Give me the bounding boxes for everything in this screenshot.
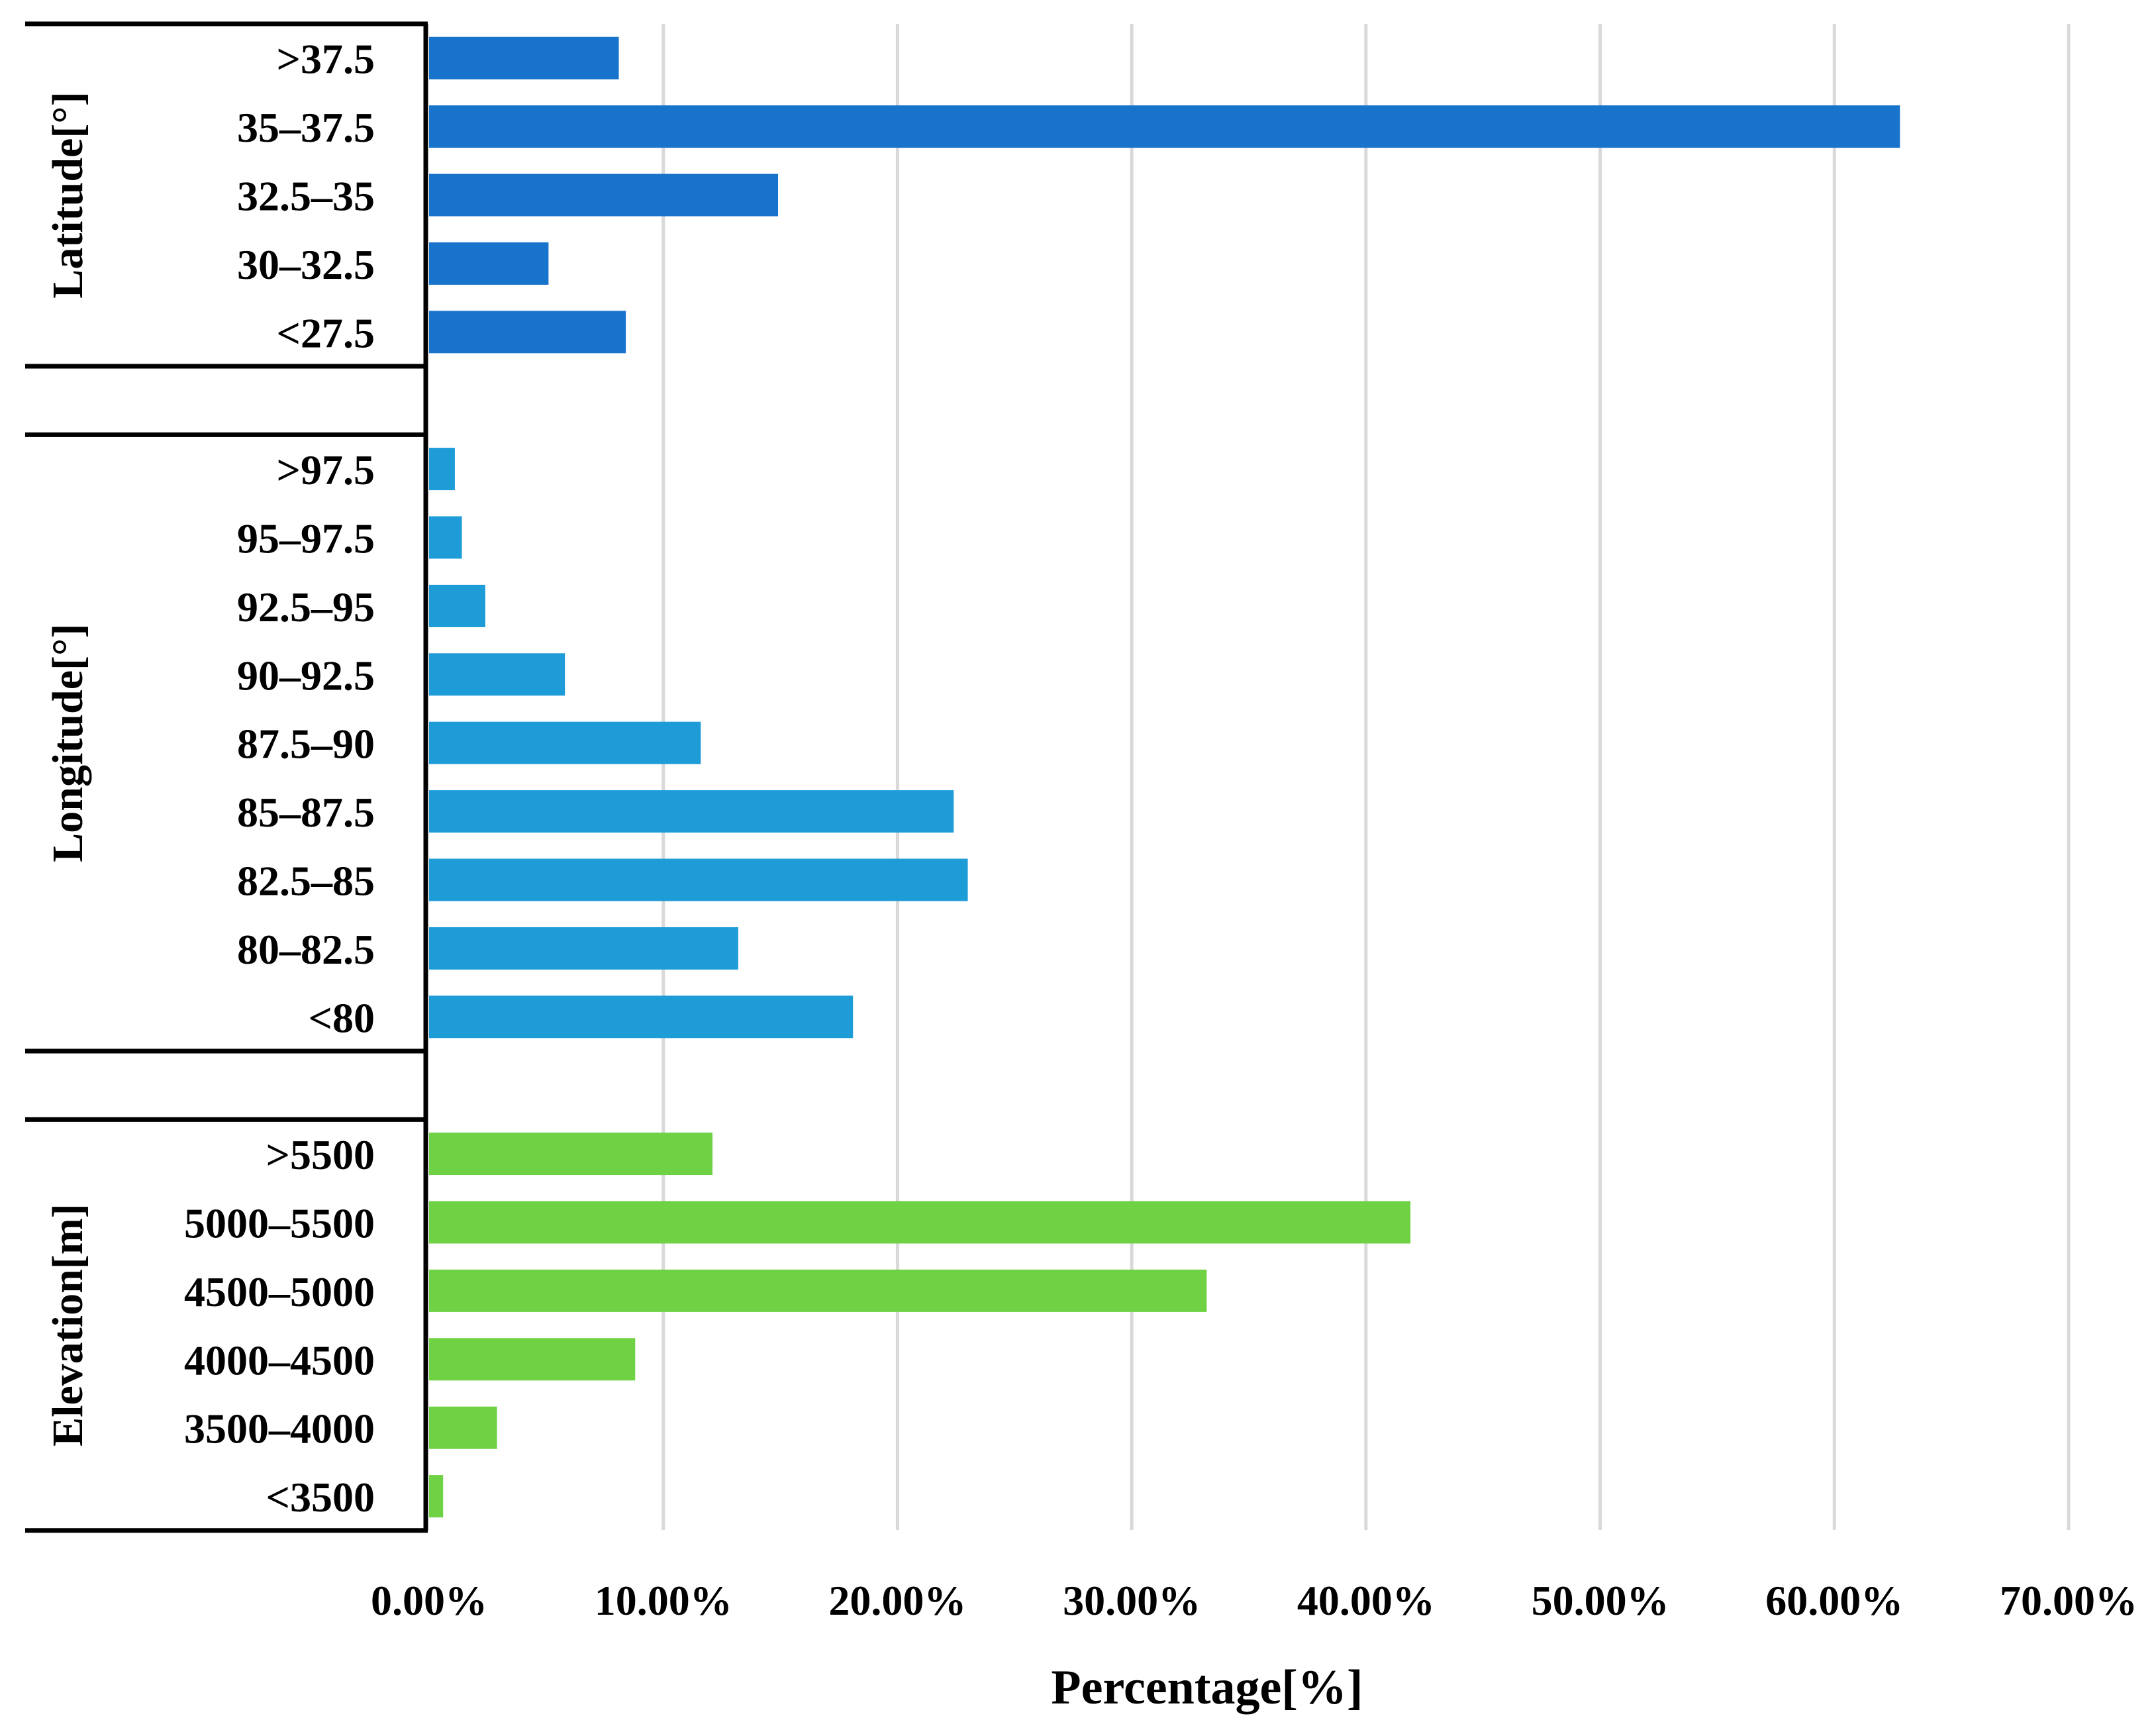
x-tick-label: 0.00% [371,1577,487,1624]
category-label: 4000–4500 [184,1337,375,1384]
bar [429,1133,712,1176]
category-label: 92.5–95 [237,584,375,631]
bar [429,1338,636,1381]
group-label: Latitude[°] [44,91,92,298]
x-tick-label: 40.00% [1297,1577,1435,1624]
x-tick-label: 60.00% [1765,1577,1903,1624]
bar [429,516,462,559]
category-label: 35–37.5 [237,104,375,151]
category-label: <3500 [266,1474,375,1521]
category-label: >97.5 [277,446,375,493]
x-tick-label: 30.00% [1063,1577,1200,1624]
bar [429,1269,1207,1312]
category-frame [25,21,428,1533]
group-labels: Latitude[°] Longitude[°] Elevation[m] [44,91,92,1447]
bar [429,995,854,1039]
category-label: 82.5–85 [237,858,375,905]
category-label: 5000–5500 [184,1200,375,1247]
bar [429,1406,497,1449]
x-tick-label: 70.00% [2000,1577,2137,1624]
gridlines [662,24,2071,1530]
x-axis-title: Percentage[%] [1051,1660,1363,1715]
bar [429,311,626,354]
bar [429,858,968,901]
bar [429,242,549,285]
bar [429,653,565,696]
x-tick-label: 20.00% [828,1577,966,1624]
x-tick-label: 10.00% [595,1577,732,1624]
bar [429,721,701,764]
category-label: 32.5–35 [237,173,375,220]
bar [429,174,779,217]
x-tick-labels: 0.00% 10.00% 20.00% 30.00% 40.00% 50.00% 60.00… [371,1577,2137,1624]
bar [429,790,954,833]
category-label: 90–92.5 [237,652,375,699]
bar [429,927,738,970]
bar [429,1201,1411,1244]
category-label: <27.5 [277,309,375,356]
category-label: 4500–5000 [184,1268,375,1315]
bar [429,448,455,491]
category-labels: >37.5 35–37.5 32.5–35 30–32.5 <27.5 >97.5 95–9… [184,36,375,1521]
x-tick-label: 50.00% [1532,1577,1669,1624]
category-label: <80 [309,994,375,1041]
group-label: Longitude[°] [44,624,92,862]
bars [429,36,1900,1518]
category-label: 3500–4000 [184,1405,375,1452]
category-label: 95–97.5 [237,515,375,562]
category-label: 85–87.5 [237,789,375,836]
category-label: >37.5 [277,36,375,83]
bar [429,1475,444,1518]
category-label: >5500 [266,1131,375,1178]
category-label: 87.5–90 [237,721,375,768]
group-label: Elevation[m] [44,1203,92,1447]
category-label: 30–32.5 [237,241,375,288]
bar [429,105,1900,148]
bar [429,36,619,79]
bar [429,584,485,627]
category-label: 80–82.5 [237,926,375,973]
